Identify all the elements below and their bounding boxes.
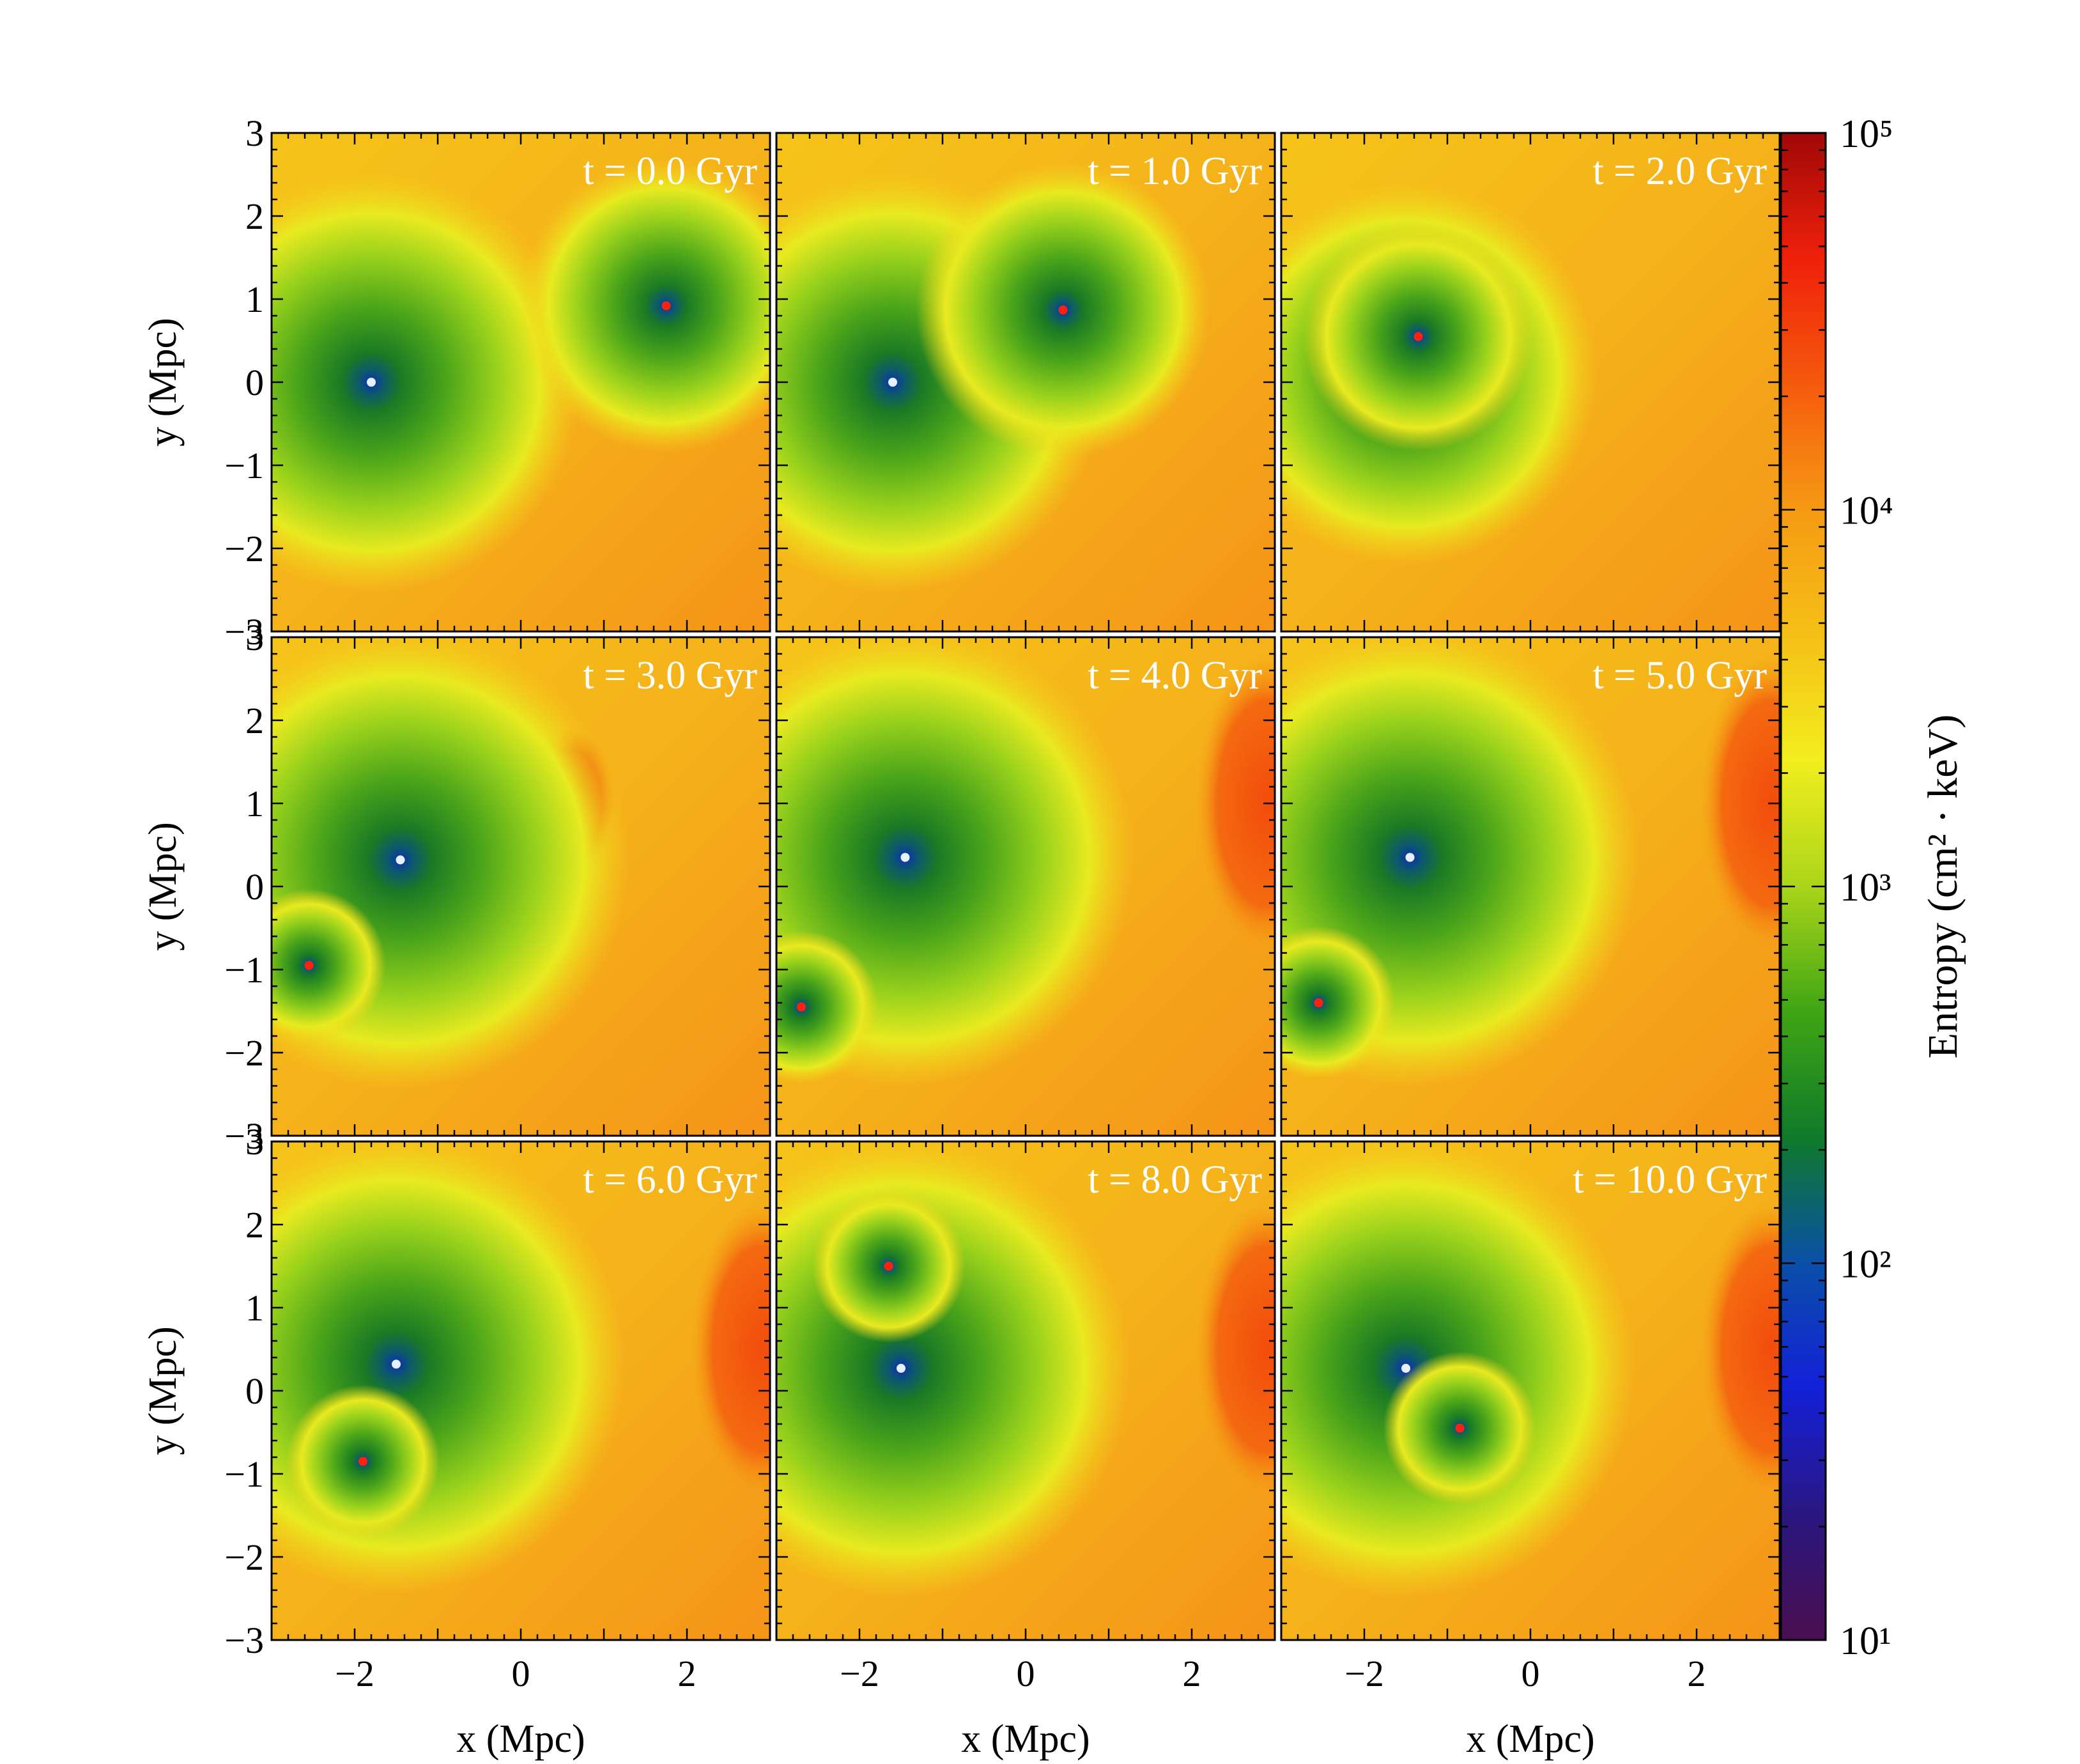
- cluster-halo: [1281, 926, 1396, 1079]
- y-tick-label: 2: [245, 700, 264, 741]
- cluster-core: [392, 1359, 401, 1369]
- y-tick-label: 2: [245, 1204, 264, 1246]
- y-tick-label: −1: [224, 949, 264, 991]
- cluster-core: [304, 961, 314, 970]
- cluster-halo: [272, 171, 582, 593]
- colorbar-tick-label: 10¹: [1840, 1620, 1891, 1663]
- cluster-core: [396, 855, 405, 865]
- cluster-core: [797, 1002, 806, 1012]
- y-tick-label: −2: [224, 1536, 264, 1578]
- cluster-core: [1401, 1363, 1410, 1373]
- colorbar-tick-label: 10⁵: [1840, 112, 1893, 156]
- cluster-core: [367, 378, 376, 387]
- panel-5: t = 4.0 Gyr: [775, 636, 1276, 1137]
- panel-grid: t = 0.0 Gyr 3 2 1 0 −1 −2 −3 t = 1.0 Gyr t = 2.0 …: [224, 112, 1781, 1694]
- y-tick-label: −1: [224, 445, 264, 486]
- colorbar-tick-label: 10³: [1840, 866, 1891, 909]
- cluster-core: [897, 1363, 905, 1373]
- y-tick-label: 0: [245, 362, 264, 403]
- panel-6: t = 5.0 Gyr: [1280, 636, 1781, 1137]
- y-axis-label: y (Mpc): [141, 822, 185, 950]
- x-tick-label: 0: [512, 1653, 530, 1694]
- panel-4: t = 3.0 Gyr 3 2 1 0 −1 −2 −3: [224, 617, 771, 1157]
- y-tick-label: 3: [245, 617, 264, 658]
- cluster-core: [358, 1457, 367, 1466]
- x-tick-label: −2: [335, 1653, 374, 1694]
- cluster-halo: [519, 159, 770, 453]
- cluster-core: [1455, 1423, 1465, 1433]
- cluster-core: [1058, 305, 1068, 314]
- y-tick-label: 0: [245, 866, 264, 908]
- y-tick-label: −1: [224, 1453, 264, 1495]
- colorbar-tick-label: 10²: [1840, 1243, 1891, 1287]
- y-axis-label: y (Mpc): [141, 1326, 185, 1455]
- time-label: t = 3.0 Gyr: [583, 654, 757, 697]
- x-axis-label: x (Mpc): [1466, 1717, 1594, 1761]
- colorbar-label: Entropy (cm² · keV): [1920, 715, 1966, 1058]
- cluster-core: [661, 301, 671, 311]
- cluster-core: [1314, 998, 1323, 1007]
- shock-region: [1701, 1202, 1780, 1496]
- panel-7: t = 6.0 Gyr 3 2 1 0 −1 −2 −3 −2 0 2: [224, 1121, 771, 1694]
- x-tick-label: 0: [1521, 1653, 1540, 1694]
- panel-3: t = 2.0 Gyr: [1280, 132, 1781, 633]
- x-tick-label: 0: [1017, 1653, 1035, 1694]
- y-tick-label: 3: [245, 112, 264, 154]
- y-tick-label: −2: [224, 528, 264, 569]
- cluster-core: [1414, 332, 1423, 341]
- y-tick-label: 3: [245, 1121, 264, 1163]
- colorbar-tick-label: 10⁴: [1840, 490, 1893, 533]
- time-label: t = 5.0 Gyr: [1592, 654, 1767, 697]
- y-tick-label: −2: [224, 1032, 264, 1074]
- shock-region: [1701, 656, 1780, 950]
- x-tick-label: −2: [840, 1653, 879, 1694]
- cluster-core: [900, 853, 910, 862]
- panel-9: t = 10.0 Gyr −2 0 2: [1280, 1140, 1781, 1694]
- shock-region: [691, 1202, 770, 1496]
- y-tick-label: 2: [245, 196, 264, 237]
- shock-region: [1196, 1202, 1275, 1496]
- time-label: t = 10.0 Gyr: [1573, 1158, 1767, 1202]
- time-label: t = 4.0 Gyr: [1088, 654, 1262, 697]
- colorbar: 10⁵ 10⁴ 10³ 10² 10¹ Entropy (cm² · keV): [1780, 112, 1966, 1663]
- x-tick-label: 2: [1183, 1653, 1201, 1694]
- y-tick-label: −3: [224, 1115, 264, 1157]
- cluster-core: [888, 378, 897, 387]
- x-tick-label: 2: [678, 1653, 697, 1694]
- panel-8: t = 8.0 Gyr −2 0 2: [775, 1140, 1276, 1694]
- y-tick-label: −3: [224, 1620, 264, 1661]
- y-tick-label: 1: [245, 783, 264, 824]
- time-label: t = 6.0 Gyr: [583, 1158, 757, 1202]
- x-axis-label: x (Mpc): [961, 1717, 1090, 1761]
- time-label: t = 2.0 Gyr: [1592, 150, 1767, 193]
- panel-2: t = 1.0 Gyr: [775, 132, 1276, 633]
- y-tick-label: 0: [245, 1370, 264, 1412]
- x-tick-label: 2: [1688, 1653, 1706, 1694]
- y-tick-label: 1: [245, 279, 264, 320]
- shock-region: [1196, 656, 1275, 950]
- panel-1: t = 0.0 Gyr 3 2 1 0 −1 −2 −3: [224, 112, 771, 653]
- x-tick-label: −2: [1344, 1653, 1384, 1694]
- y-axis-label: y (Mpc): [141, 318, 185, 446]
- y-tick-label: −3: [224, 611, 264, 653]
- time-label: t = 8.0 Gyr: [1088, 1158, 1262, 1202]
- axis-labels: y (Mpc) y (Mpc) y (Mpc) x (Mpc) x (Mpc) x (Mp…: [141, 318, 1595, 1761]
- y-tick-label: 1: [245, 1287, 264, 1329]
- cluster-core: [1405, 853, 1415, 862]
- time-label: t = 0.0 Gyr: [583, 150, 757, 193]
- x-axis-label: x (Mpc): [456, 1717, 585, 1761]
- time-label: t = 1.0 Gyr: [1088, 150, 1262, 193]
- cluster-halo: [272, 888, 386, 1042]
- cluster-core: [884, 1262, 893, 1271]
- cluster-halo: [776, 930, 878, 1084]
